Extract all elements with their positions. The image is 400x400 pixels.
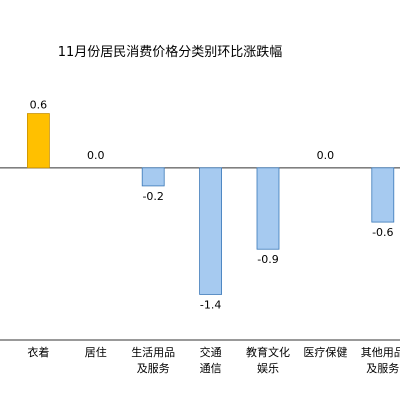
data-label-6: 0.0 [317, 149, 335, 162]
category-label-1-0: 衣着 [27, 345, 49, 359]
category-label-2-0: 居住 [85, 345, 107, 359]
data-label-5: -0.9 [257, 253, 278, 266]
data-label-4: -1.4 [200, 298, 221, 311]
bar-5 [256, 167, 280, 250]
data-label-7: -0.6 [372, 226, 393, 239]
data-label-3: -0.2 [142, 190, 163, 203]
bar-7 [371, 167, 395, 223]
chart-title: 11月份居民消费价格分类别环比涨跌幅 [58, 44, 283, 60]
data-label-2: 0.0 [87, 149, 105, 162]
category-label-7-0: 其他用品 [361, 346, 400, 359]
category-label-layer: 烟酒衣着居住生活用品及服务交通通信教育文化娱乐医疗保健其他用品及服务 [27, 345, 400, 375]
category-label-6-0: 医疗保健 [303, 345, 347, 359]
category-label-5-1: 娱乐 [257, 361, 279, 375]
bar-1 [26, 113, 50, 169]
category-label-4-0: 交通 [200, 345, 222, 359]
bar-layer [26, 113, 395, 295]
category-label-3-1: 及服务 [137, 362, 170, 375]
category-label-3-0: 生活用品 [131, 345, 175, 359]
data-label-1: 0.6 [30, 99, 48, 112]
category-label-7-1: 及服务 [366, 362, 399, 375]
bar-3 [141, 167, 165, 187]
data-label-layer: 0.6 0.0 -0.2 -1.4 -0.9 0.0 -0.6 [30, 99, 394, 312]
category-label-4-1: 通信 [200, 362, 222, 375]
category-label-5-0: 教育文化 [246, 345, 290, 359]
bar-4 [199, 167, 223, 295]
